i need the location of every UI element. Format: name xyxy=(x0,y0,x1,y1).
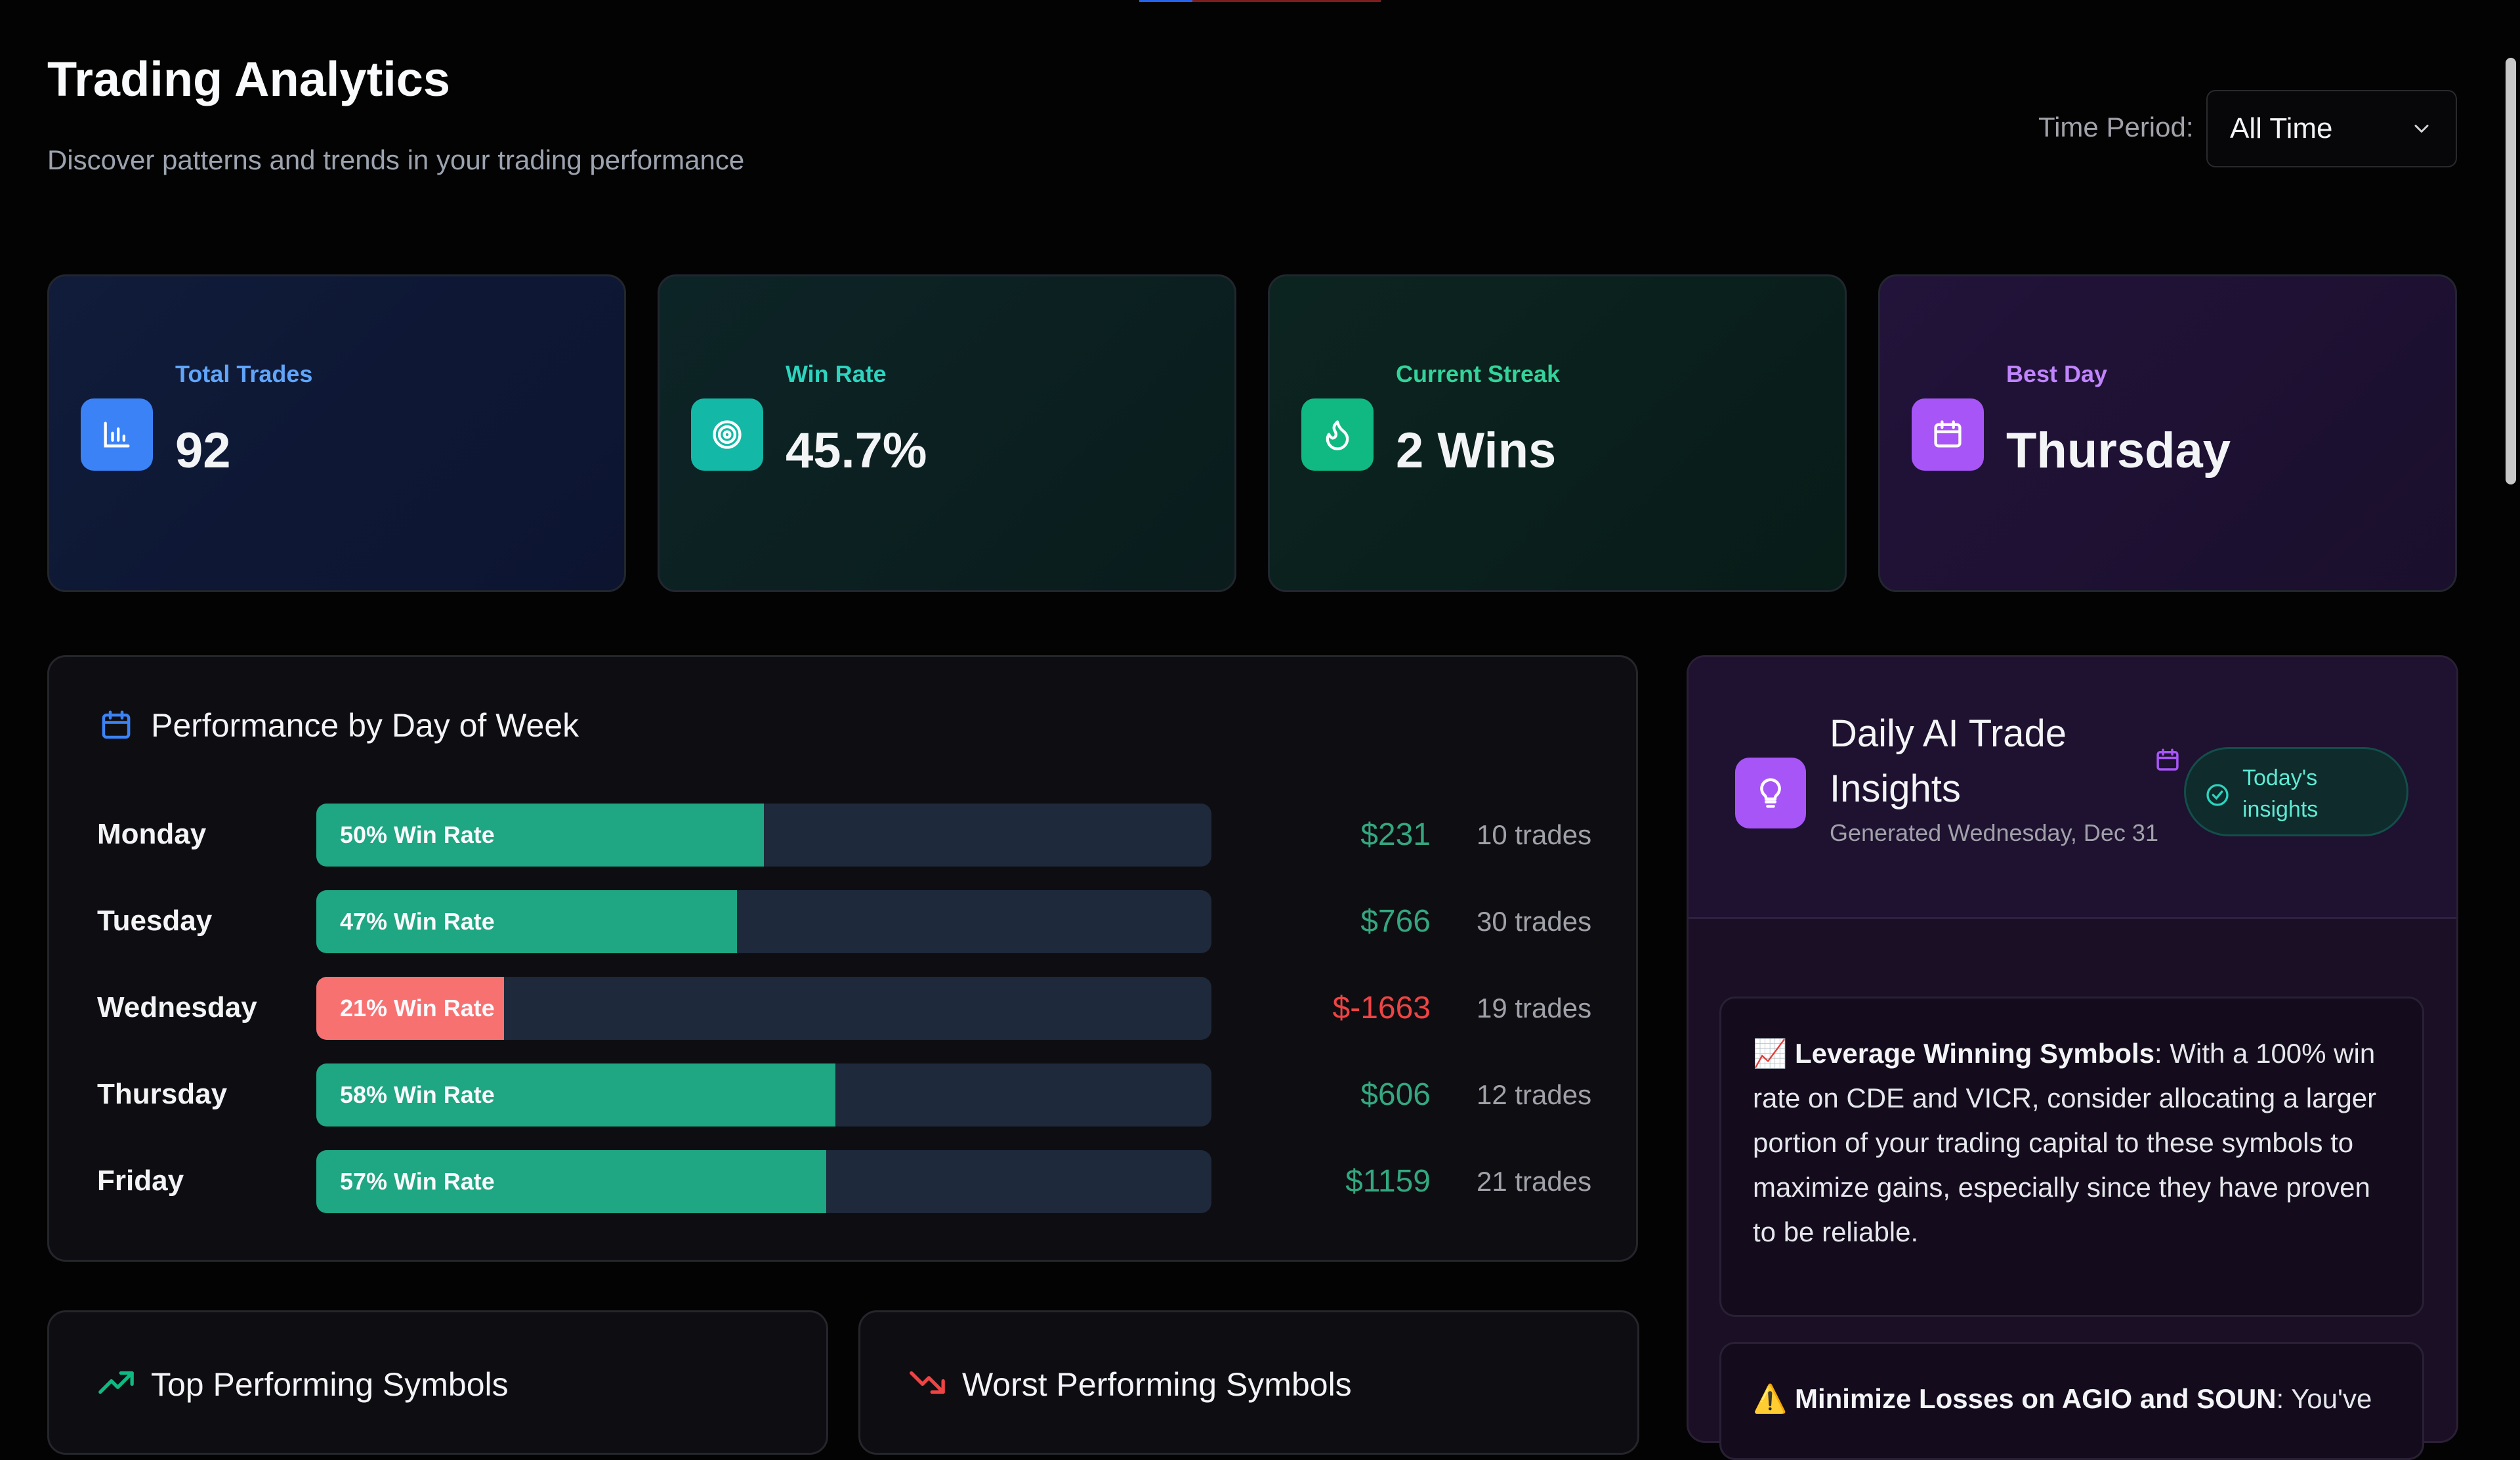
insight-heading: Leverage Winning Symbols xyxy=(1794,1038,2155,1069)
insight-heading: Minimize Losses on AGIO and SOUN xyxy=(1794,1383,2277,1414)
scrollbar-thumb[interactable] xyxy=(2506,58,2516,484)
insight-card: ⚠️ Minimize Losses on AGIO and SOUN: You… xyxy=(1719,1342,2424,1460)
stat-card-current-streak: Current Streak 2 Wins xyxy=(1268,274,1847,592)
stat-label: Best Day xyxy=(2006,360,2108,387)
top-accent-bar xyxy=(1139,0,1381,2)
todays-insights-badge[interactable]: Today's insights xyxy=(2184,747,2408,836)
target-icon xyxy=(691,398,763,471)
chart-up-emoji-icon: 📈 xyxy=(1753,1038,1788,1069)
win-rate-fill: 50% Win Rate xyxy=(316,804,764,867)
win-rate-bar: 57% Win Rate xyxy=(316,1150,1211,1213)
win-rate-bar: 47% Win Rate xyxy=(316,890,1211,953)
stat-value: 92 xyxy=(175,423,231,479)
top-symbols-title: Top Performing Symbols xyxy=(151,1366,509,1403)
stat-value: Thursday xyxy=(2006,423,2231,479)
badge-label: Today's insights xyxy=(2242,765,2319,822)
day-pnl: $-1663 xyxy=(1332,991,1431,1025)
insight-text: : With a 100% win rate on CDE and VICR, … xyxy=(1753,1038,2377,1247)
day-trade-count: 30 trades xyxy=(1477,906,1592,937)
insight-text: : You've xyxy=(2276,1383,2372,1414)
day-label: Tuesday xyxy=(97,905,213,937)
time-period-value: All Time xyxy=(2230,112,2333,144)
insight-card: 📈 Leverage Winning Symbols: With a 100% … xyxy=(1719,997,2424,1317)
win-rate-fill: 58% Win Rate xyxy=(316,1063,836,1127)
calendar-icon xyxy=(102,710,131,739)
trending-down-icon xyxy=(910,1371,945,1394)
day-pnl: $766 xyxy=(1360,904,1431,939)
stat-value: 2 Wins xyxy=(1396,423,1557,479)
page-subtitle: Discover patterns and trends in your tra… xyxy=(47,144,745,175)
flame-icon xyxy=(1301,398,1374,471)
warning-emoji-icon: ⚠️ xyxy=(1753,1383,1788,1414)
stat-card-total-trades: Total Trades 92 xyxy=(47,274,626,592)
ai-insights-title: Daily AI Trade Insights xyxy=(1830,712,2067,810)
page-title: Trading Analytics xyxy=(47,52,451,106)
lightbulb-icon xyxy=(1735,758,1806,828)
win-rate-fill: 21% Win Rate xyxy=(316,977,505,1040)
day-pnl: $606 xyxy=(1360,1077,1431,1112)
win-rate-fill: 57% Win Rate xyxy=(316,1150,827,1213)
ai-insights-generated: Generated Wednesday, Dec 31 xyxy=(1830,819,2158,846)
day-trade-count: 12 trades xyxy=(1477,1079,1592,1110)
calendar-icon xyxy=(2156,748,2179,771)
trending-up-icon xyxy=(98,1371,134,1394)
win-rate-bar: 58% Win Rate xyxy=(316,1063,1211,1127)
win-rate-bar: 50% Win Rate xyxy=(316,804,1211,867)
stat-card-best-day: Best Day Thursday xyxy=(1878,274,2457,592)
time-period-select[interactable]: All Time xyxy=(2206,90,2457,167)
time-period-label: Time Period: xyxy=(2038,112,2194,142)
day-label: Monday xyxy=(97,818,207,850)
win-rate-bar: 21% Win Rate xyxy=(316,977,1211,1040)
day-trade-count: 10 trades xyxy=(1477,819,1592,850)
day-trade-count: 19 trades xyxy=(1477,993,1592,1023)
win-rate-fill: 47% Win Rate xyxy=(316,890,738,953)
worst-symbols-title: Worst Performing Symbols xyxy=(962,1366,1352,1403)
check-circle-icon xyxy=(2206,784,2229,806)
stat-label: Current Streak xyxy=(1396,360,1561,387)
chevron-down-icon xyxy=(2414,125,2429,133)
bar-chart-icon xyxy=(81,398,153,471)
day-trade-count: 21 trades xyxy=(1477,1166,1592,1197)
calendar-icon xyxy=(1912,398,1984,471)
stat-label: Total Trades xyxy=(175,360,313,387)
day-pnl: $231 xyxy=(1360,817,1431,852)
stat-label: Win Rate xyxy=(786,360,887,387)
stat-card-win-rate: Win Rate 45.7% xyxy=(658,274,1236,592)
stat-value: 45.7% xyxy=(786,423,927,479)
day-label: Wednesday xyxy=(97,991,257,1023)
day-pnl: $1159 xyxy=(1345,1164,1431,1199)
day-label: Friday xyxy=(97,1165,184,1197)
day-label: Thursday xyxy=(97,1078,228,1110)
day-performance-title: Performance by Day of Week xyxy=(151,707,579,744)
